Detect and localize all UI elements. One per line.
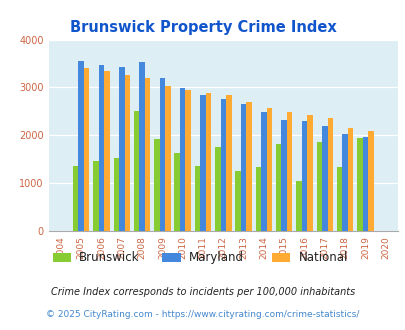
Bar (316, 142, 321, 231)
Bar (341, 134, 347, 231)
Bar (119, 67, 124, 231)
Bar (367, 131, 373, 231)
Bar (327, 118, 332, 231)
Bar (139, 62, 145, 231)
Bar (246, 102, 251, 231)
Bar (347, 128, 352, 231)
Bar (255, 167, 260, 231)
Bar (124, 75, 130, 231)
Bar (194, 166, 200, 231)
Bar (179, 88, 185, 231)
Text: © 2025 CityRating.com - https://www.cityrating.com/crime-statistics/: © 2025 CityRating.com - https://www.city… (46, 310, 359, 319)
Bar (200, 95, 205, 231)
Bar (185, 90, 190, 231)
Bar (165, 85, 170, 231)
Bar (260, 112, 266, 231)
Bar (145, 78, 150, 231)
Bar (275, 144, 281, 231)
Bar (226, 95, 231, 231)
Bar (286, 112, 292, 231)
Bar (159, 78, 165, 231)
Bar (235, 171, 240, 231)
Bar (220, 99, 226, 231)
Bar (362, 137, 367, 231)
Text: Crime Index corresponds to incidents per 100,000 inhabitants: Crime Index corresponds to incidents per… (51, 287, 354, 297)
Bar (84, 68, 89, 231)
Text: Maryland: Maryland (188, 251, 243, 264)
Bar (240, 104, 246, 231)
Bar (78, 61, 84, 231)
Bar (104, 71, 109, 231)
Bar (205, 93, 211, 231)
Text: Brunswick: Brunswick (79, 251, 139, 264)
Bar (296, 181, 301, 231)
Bar (281, 120, 286, 231)
Bar (266, 108, 271, 231)
Bar (73, 166, 78, 231)
Bar (301, 121, 307, 231)
Text: National: National (298, 251, 347, 264)
Bar (134, 111, 139, 231)
Bar (98, 65, 104, 231)
Bar (321, 126, 327, 231)
Bar (174, 153, 179, 231)
Bar (307, 115, 312, 231)
Bar (113, 158, 119, 231)
Bar (215, 147, 220, 231)
Bar (154, 139, 159, 231)
Text: Brunswick Property Crime Index: Brunswick Property Crime Index (69, 20, 336, 35)
Bar (93, 161, 98, 231)
Bar (336, 167, 341, 231)
Bar (356, 138, 362, 231)
